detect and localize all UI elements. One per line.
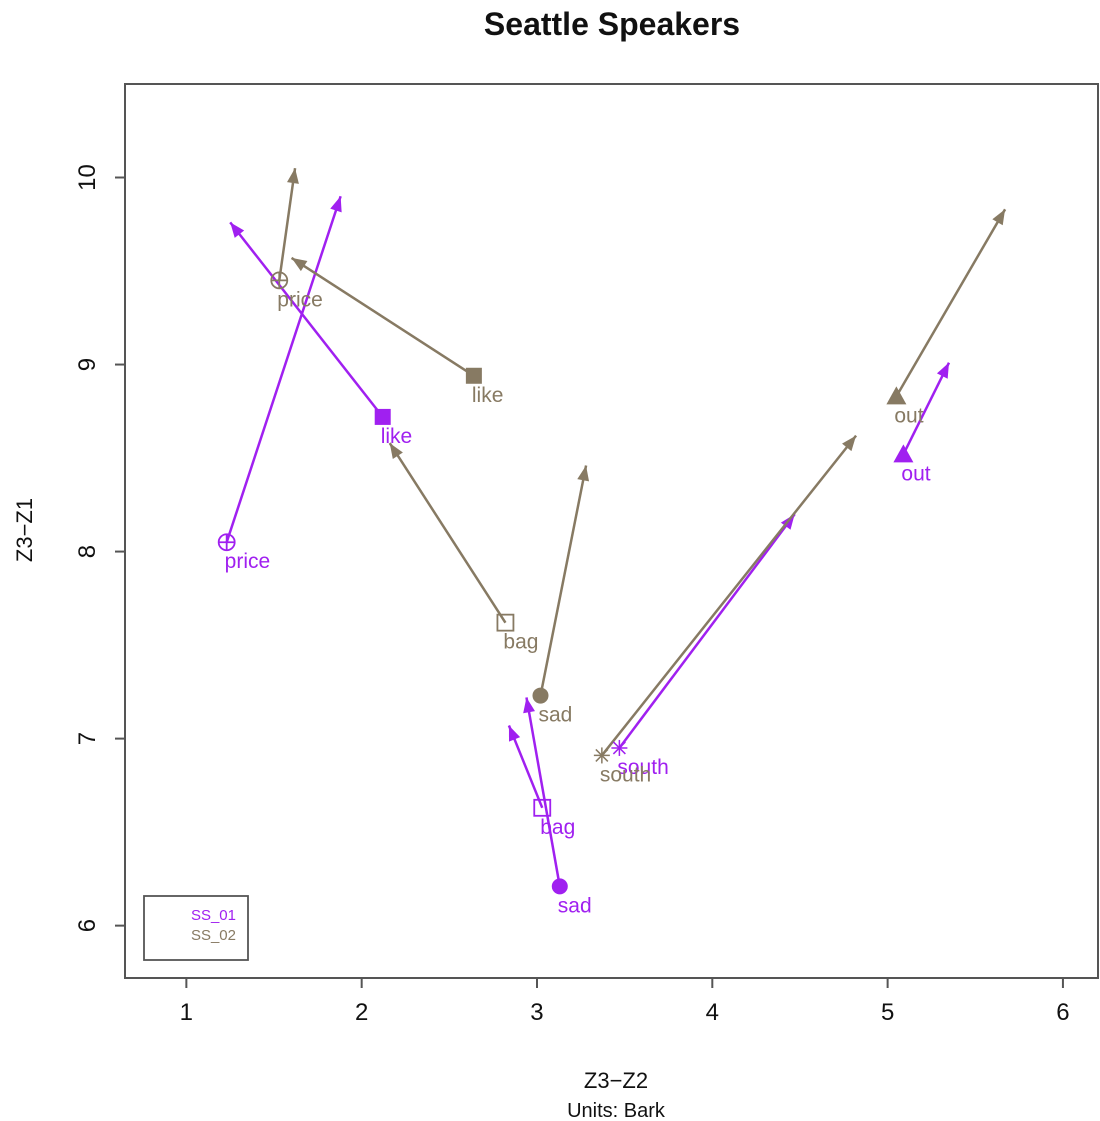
data-point-marker [374,408,391,425]
data-point-marker [886,386,907,405]
arrowhead [291,257,308,272]
x-tick-label: 3 [530,999,543,1026]
data-point-label: price [225,550,271,573]
arrowhead [330,196,342,213]
vector-arrow [895,208,1007,397]
arrowhead [577,465,590,482]
vector-line [290,256,475,377]
data-point-marker [532,687,549,704]
data-point-label: south [600,763,651,786]
arrowhead [523,697,535,714]
vector-arrow [388,442,507,624]
vector-arrow [225,195,342,543]
data-point-marker [593,747,610,764]
data-point-label: like [472,384,504,407]
chart-title: Seattle Speakers [484,6,740,42]
data-point-label: out [901,462,930,485]
data-point-marker [551,878,568,895]
marker-stroke [612,741,626,755]
vector-line [902,362,951,455]
vector-line [600,434,858,757]
data-point-label: sad [538,704,572,727]
x-tick-label: 2 [355,999,368,1026]
legend-entry: SS_01 [191,907,236,924]
data-point-label: sad [558,894,592,917]
x-axis-sublabel: Units: Bark [567,1100,666,1121]
data-point-label: south [617,756,668,779]
marker-stroke [595,748,609,762]
y-tick-label: 10 [74,164,101,191]
chart-marks: price like bag sad south out price like bag sad so… [217,167,1007,917]
y-tick-label: 8 [74,545,101,558]
y-tick-label: 9 [74,358,101,371]
data-point-marker [270,271,289,290]
arrowhead [287,168,299,184]
vector-line [229,221,384,418]
x-tick-label: 6 [1056,999,1069,1026]
data-point-label: like [381,425,413,448]
y-tick-label: 7 [74,732,101,745]
arrowhead [842,435,857,452]
data-point-marker [611,739,628,756]
vector-arrow [507,725,544,809]
data-point-marker [217,533,236,552]
vector-arrow [523,697,562,887]
arrowhead [389,443,403,459]
plot-frame [124,83,1099,979]
data-point-marker [533,798,552,817]
vector-line [618,513,796,749]
axes: 1 2 3 4 5 6 6 7 8 9 10 [74,164,1070,1026]
arrowhead [992,209,1006,226]
x-tick-label: 5 [881,999,894,1026]
data-point-marker [496,613,515,632]
x-tick-label: 1 [180,999,193,1026]
vector-arrow [618,513,796,749]
data-point-label: out [894,404,923,427]
legend-entry: SS_02 [191,927,236,944]
vector-line [388,442,507,624]
vector-line [525,697,562,887]
vector-arrow [902,362,951,455]
plot-area [124,83,1099,979]
vector-line [895,208,1007,397]
y-tick-label: 6 [74,919,101,932]
x-axis-label: Z3−Z2 [584,1068,648,1093]
data-point-label: bag [540,816,575,839]
vector-line [539,465,588,696]
y-axis-label: Z3−Z1 [12,498,37,562]
legend-box [143,895,249,961]
data-point-label: price [277,288,323,311]
vector-arrow [600,434,858,757]
data-point-marker [893,444,914,463]
vector-arrow [290,256,475,377]
legend: SS_01 SS_02 [143,895,249,961]
vector-line [278,167,297,281]
arrowhead [508,725,521,742]
vector-arrow [539,465,590,696]
arrowhead [936,362,949,379]
x-tick-label: 4 [706,999,719,1026]
data-point-label: bag [503,631,538,654]
vector-arrow [229,221,384,418]
vector-arrow [278,167,299,281]
arrowhead [230,222,245,238]
data-point-marker [465,367,482,384]
vector-line [225,195,342,543]
